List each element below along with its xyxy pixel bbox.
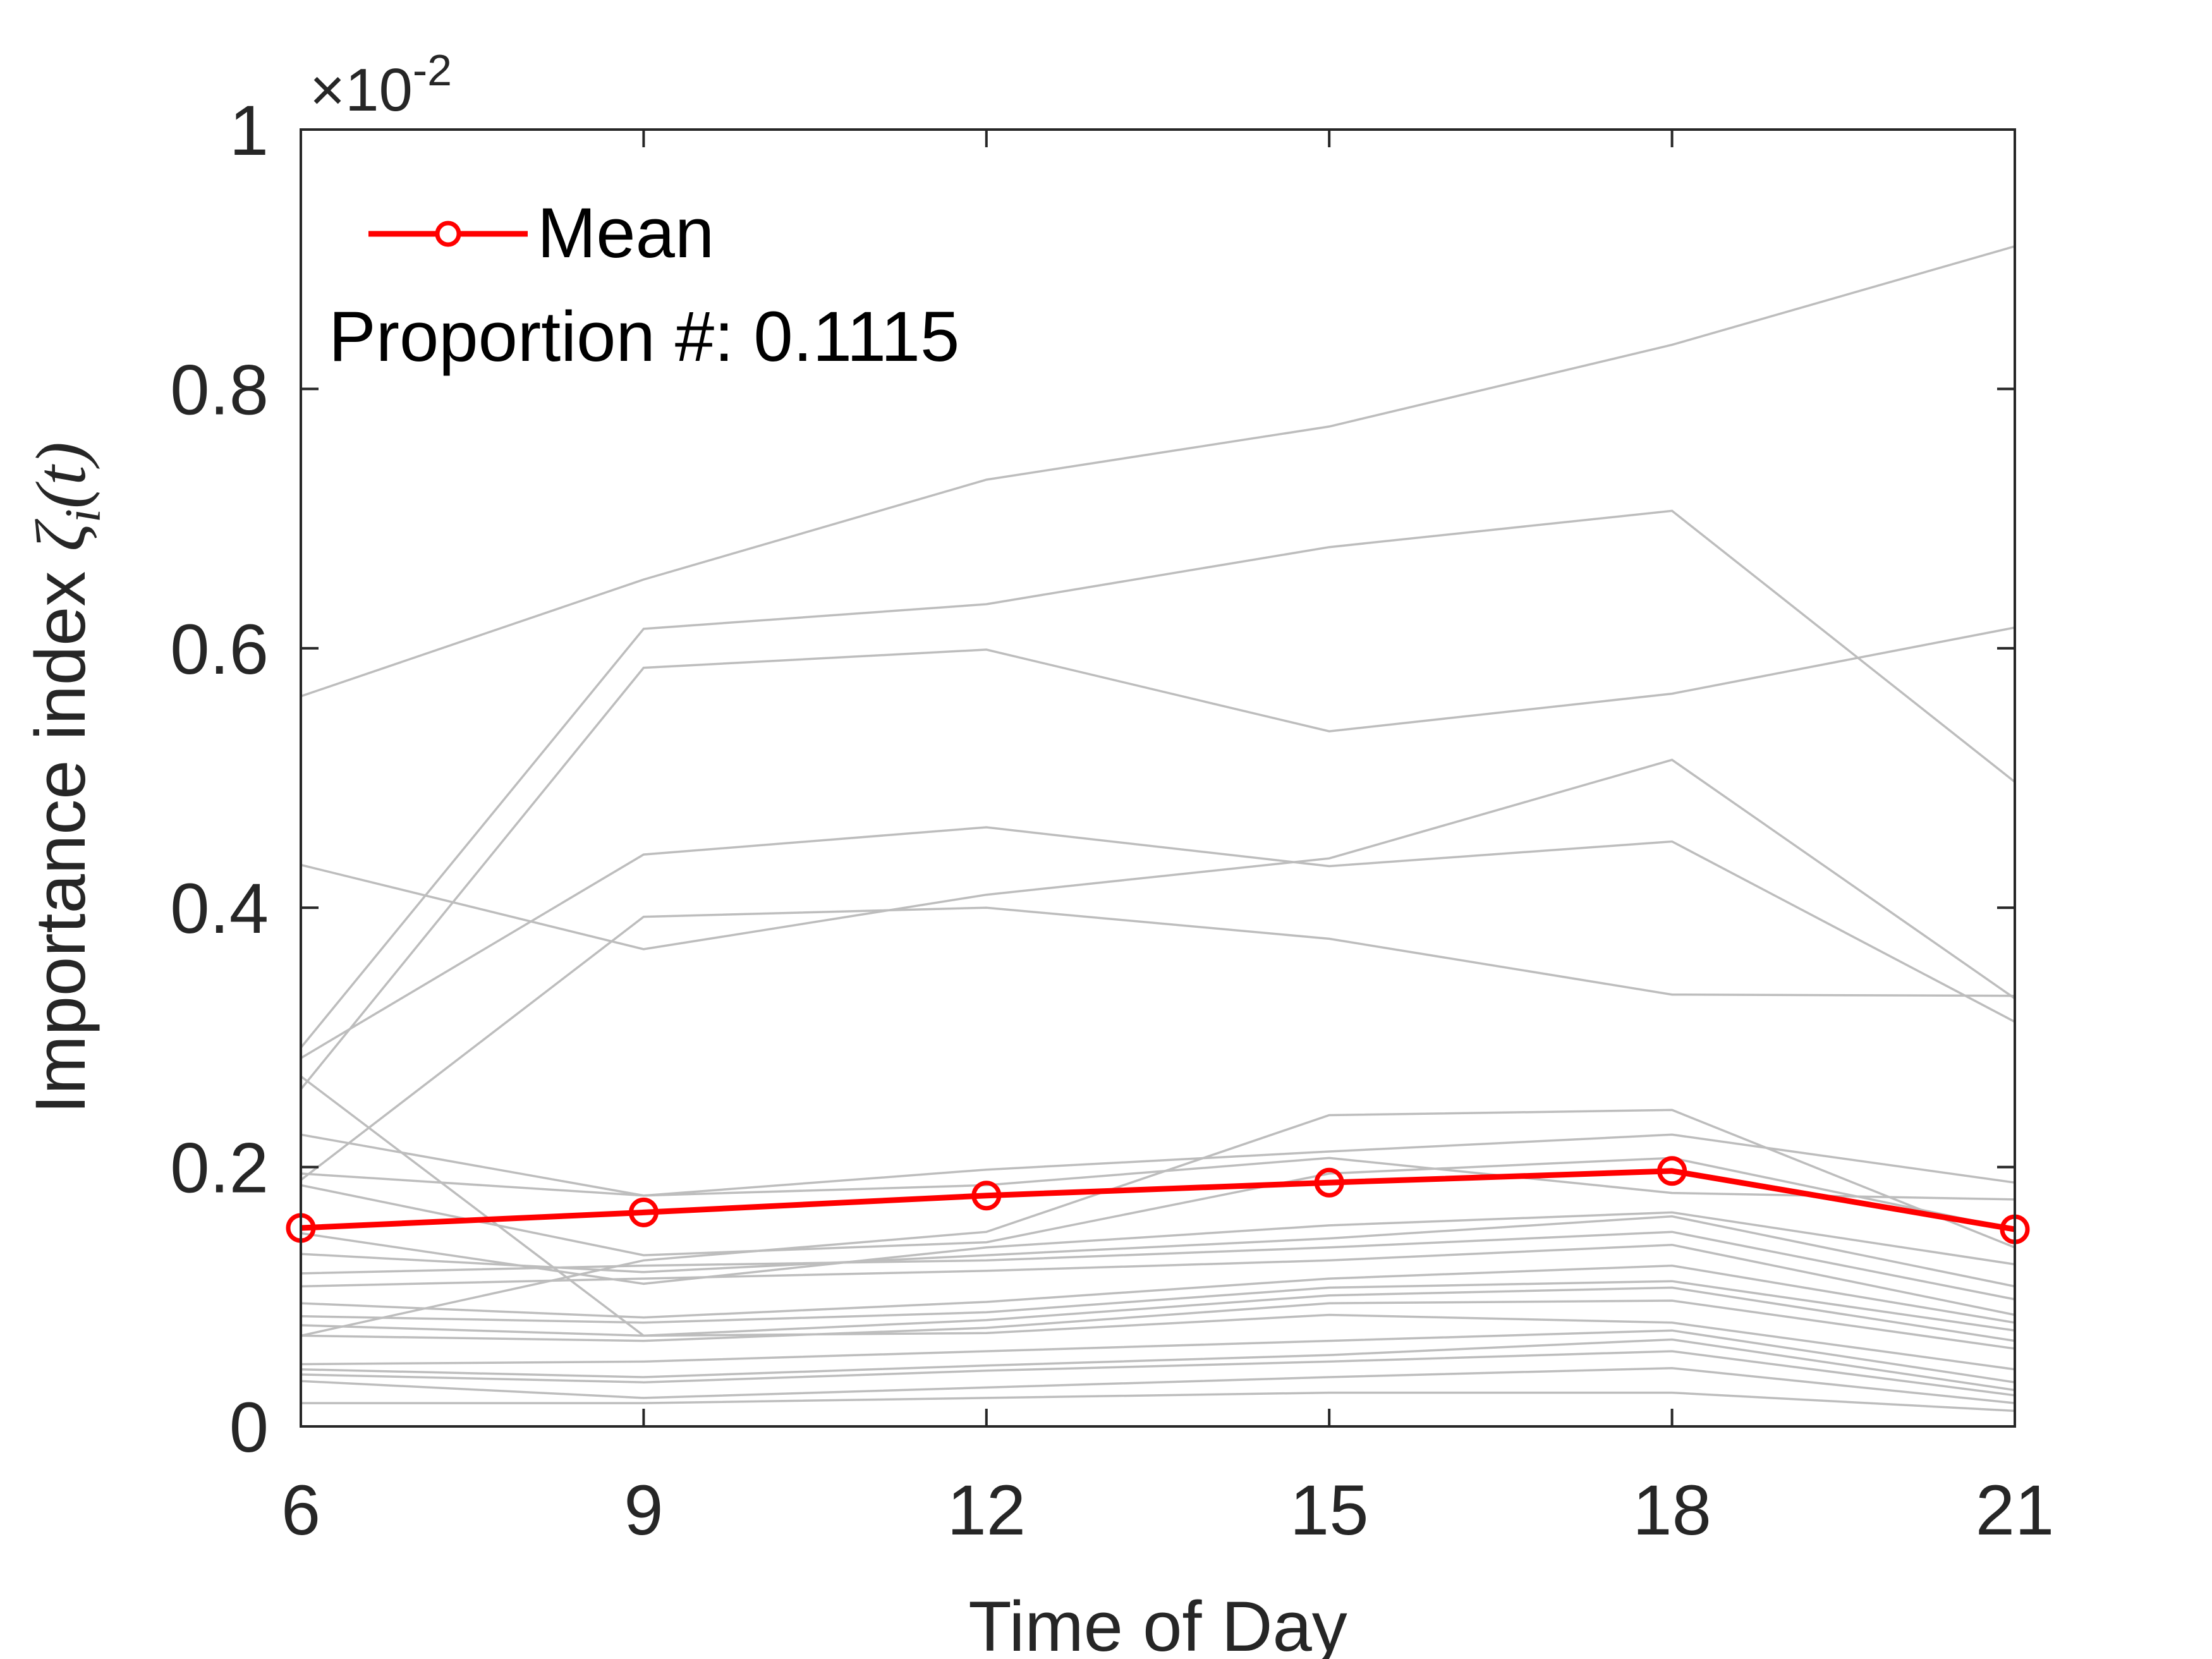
y-axis-label-subscript: i [56, 509, 111, 523]
gray-series-line-2 [300, 509, 2016, 1048]
y-tick-label-0.8: 0.8 [170, 350, 269, 429]
gray-series-line-21 [300, 1338, 2015, 1392]
x-tick-label-21: 21 [1976, 1471, 2055, 1550]
y-tick-label-0.6: 0.6 [170, 610, 269, 689]
gray-series-line-23 [300, 1366, 2015, 1404]
x-tick-label-18: 18 [1632, 1471, 1711, 1550]
legend-mean-marker [435, 221, 461, 247]
gray-series-line-19 [300, 1299, 2015, 1350]
y-axis-label-text: Importance index [21, 571, 100, 1114]
gray-series-line-12 [300, 1211, 2015, 1285]
gray-series-line-11 [300, 1157, 2015, 1256]
x-axis-label: Time of Day [968, 1587, 1347, 1659]
y-axis-label-symbol: ζ [22, 519, 100, 552]
mean-point-12 [971, 1181, 1002, 1211]
gray-series-line-9 [300, 1133, 2015, 1197]
x-tick-label-15: 15 [1290, 1471, 1369, 1550]
exponent-label: ×10-2 [310, 46, 452, 124]
y-tick-label-0.4: 0.4 [170, 869, 269, 948]
mean-point-18 [1657, 1156, 1687, 1186]
gray-series-line-15 [300, 1243, 2015, 1316]
exponent-base: ×10 [310, 56, 413, 124]
gray-series-line-3 [300, 626, 2015, 1090]
gray-series-group [300, 245, 2016, 1413]
gray-series-line-22 [300, 1350, 2015, 1397]
axes-box [300, 128, 2016, 1428]
x-tick-label-9: 9 [624, 1471, 663, 1550]
y-tick-label-1: 1 [229, 91, 269, 170]
plot-area [301, 130, 2015, 1426]
y-axis-label: Importance index ζi(t) [21, 442, 111, 1114]
gray-series-line-6 [300, 906, 2015, 1181]
y-tick-label-0.2: 0.2 [170, 1129, 269, 1208]
gray-series-line-24 [301, 1391, 2015, 1413]
exponent-power: -2 [413, 46, 452, 95]
gray-series-line-5 [300, 826, 2015, 1059]
gray-series-line-1 [300, 245, 2015, 698]
proportion-annotation: Proportion #: 0.1115 [329, 297, 959, 376]
gray-series-line-16 [300, 1264, 2015, 1324]
gray-series-line-7 [300, 1075, 2015, 1371]
gray-series-line-10 [300, 1157, 2015, 1201]
gray-series-line-20 [300, 1329, 2015, 1383]
legend: Mean Proportion #: 0.1115 [329, 193, 959, 376]
x-axis: 6 9 12 15 18 21 [281, 130, 2054, 1550]
gray-series-line-18 [300, 1286, 2015, 1342]
x-tick-label-12: 12 [947, 1471, 1026, 1550]
gray-series-line-13 [300, 1215, 2015, 1288]
mean-point-9 [628, 1197, 659, 1227]
gray-series-line-14 [300, 1231, 2015, 1301]
y-axis: 0 0.2 0.4 0.6 0.8 1 [170, 91, 2015, 1467]
legend-mean-label: Mean [537, 193, 714, 272]
mean-series-line [300, 1168, 2015, 1232]
gray-series-line-17 [300, 1280, 2015, 1332]
x-tick-label-6: 6 [281, 1471, 320, 1550]
mean-point-15 [1314, 1167, 1344, 1198]
axes-frame [300, 128, 2016, 1428]
gray-series-line-8 [300, 1109, 2015, 1337]
y-tick-label-0: 0 [229, 1388, 269, 1467]
y-axis-label-arg: (t) [22, 442, 100, 509]
gray-series-line-4 [300, 758, 2015, 1000]
